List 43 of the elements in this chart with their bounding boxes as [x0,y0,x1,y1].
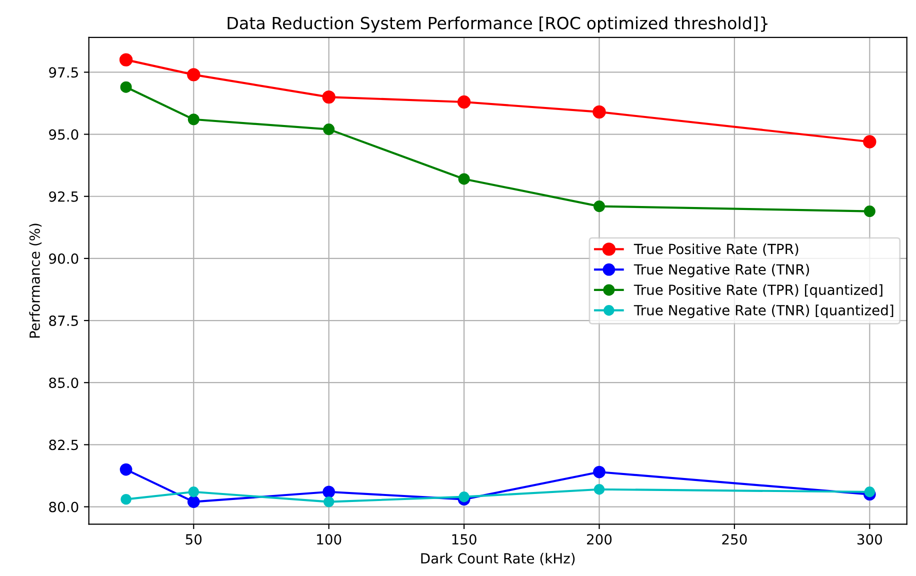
y-tick-label: 95.0 [49,129,78,140]
point [120,81,132,93]
x-tick-label: 50 [186,534,202,545]
y-tick-label: 80.0 [49,502,78,512]
point [594,484,605,495]
y-tick-label: 90.0 [49,253,78,264]
x-tick-label: 100 [317,534,342,545]
point [593,200,606,212]
y-tick-label: 87.5 [49,316,78,326]
point [187,68,200,82]
point [323,496,334,508]
point [120,463,132,476]
legend-label: True Negative Rate (TNR) [634,264,810,278]
point [188,114,200,126]
x-tick-label: 150 [452,534,476,545]
x-tick-label: 250 [722,534,747,545]
point [457,95,471,109]
y-tick-label: 85.0 [49,378,78,388]
point [119,53,133,66]
point [864,486,876,498]
x-axis-title: Dark Count Rate (kHz) [421,552,575,566]
x-tick-label: 300 [857,534,882,545]
point [322,90,336,104]
point [322,486,336,498]
point [187,496,200,508]
y-tick-label: 92.5 [49,191,78,202]
point [188,486,199,498]
y-axis-title: Performance (%) [29,224,42,338]
legend-label: True Negative Rate (TNR) [quantized] [634,304,894,318]
point [863,135,876,148]
chart-title: Data Reduction System Performance [ROC optimized threshold]} [228,16,768,33]
point [864,206,876,218]
point [592,105,606,119]
point [458,173,470,185]
point [120,494,132,505]
point [458,491,470,502]
x-tick-label: 200 [587,534,612,545]
y-tick-label: 82.5 [49,440,78,450]
legend-label: True Positive Rate (TPR) [quantized] [634,284,882,298]
point [323,124,335,136]
legend-label: True Positive Rate (TPR) [634,244,798,256]
point [593,466,606,478]
y-tick-label: 97.5 [49,67,78,78]
